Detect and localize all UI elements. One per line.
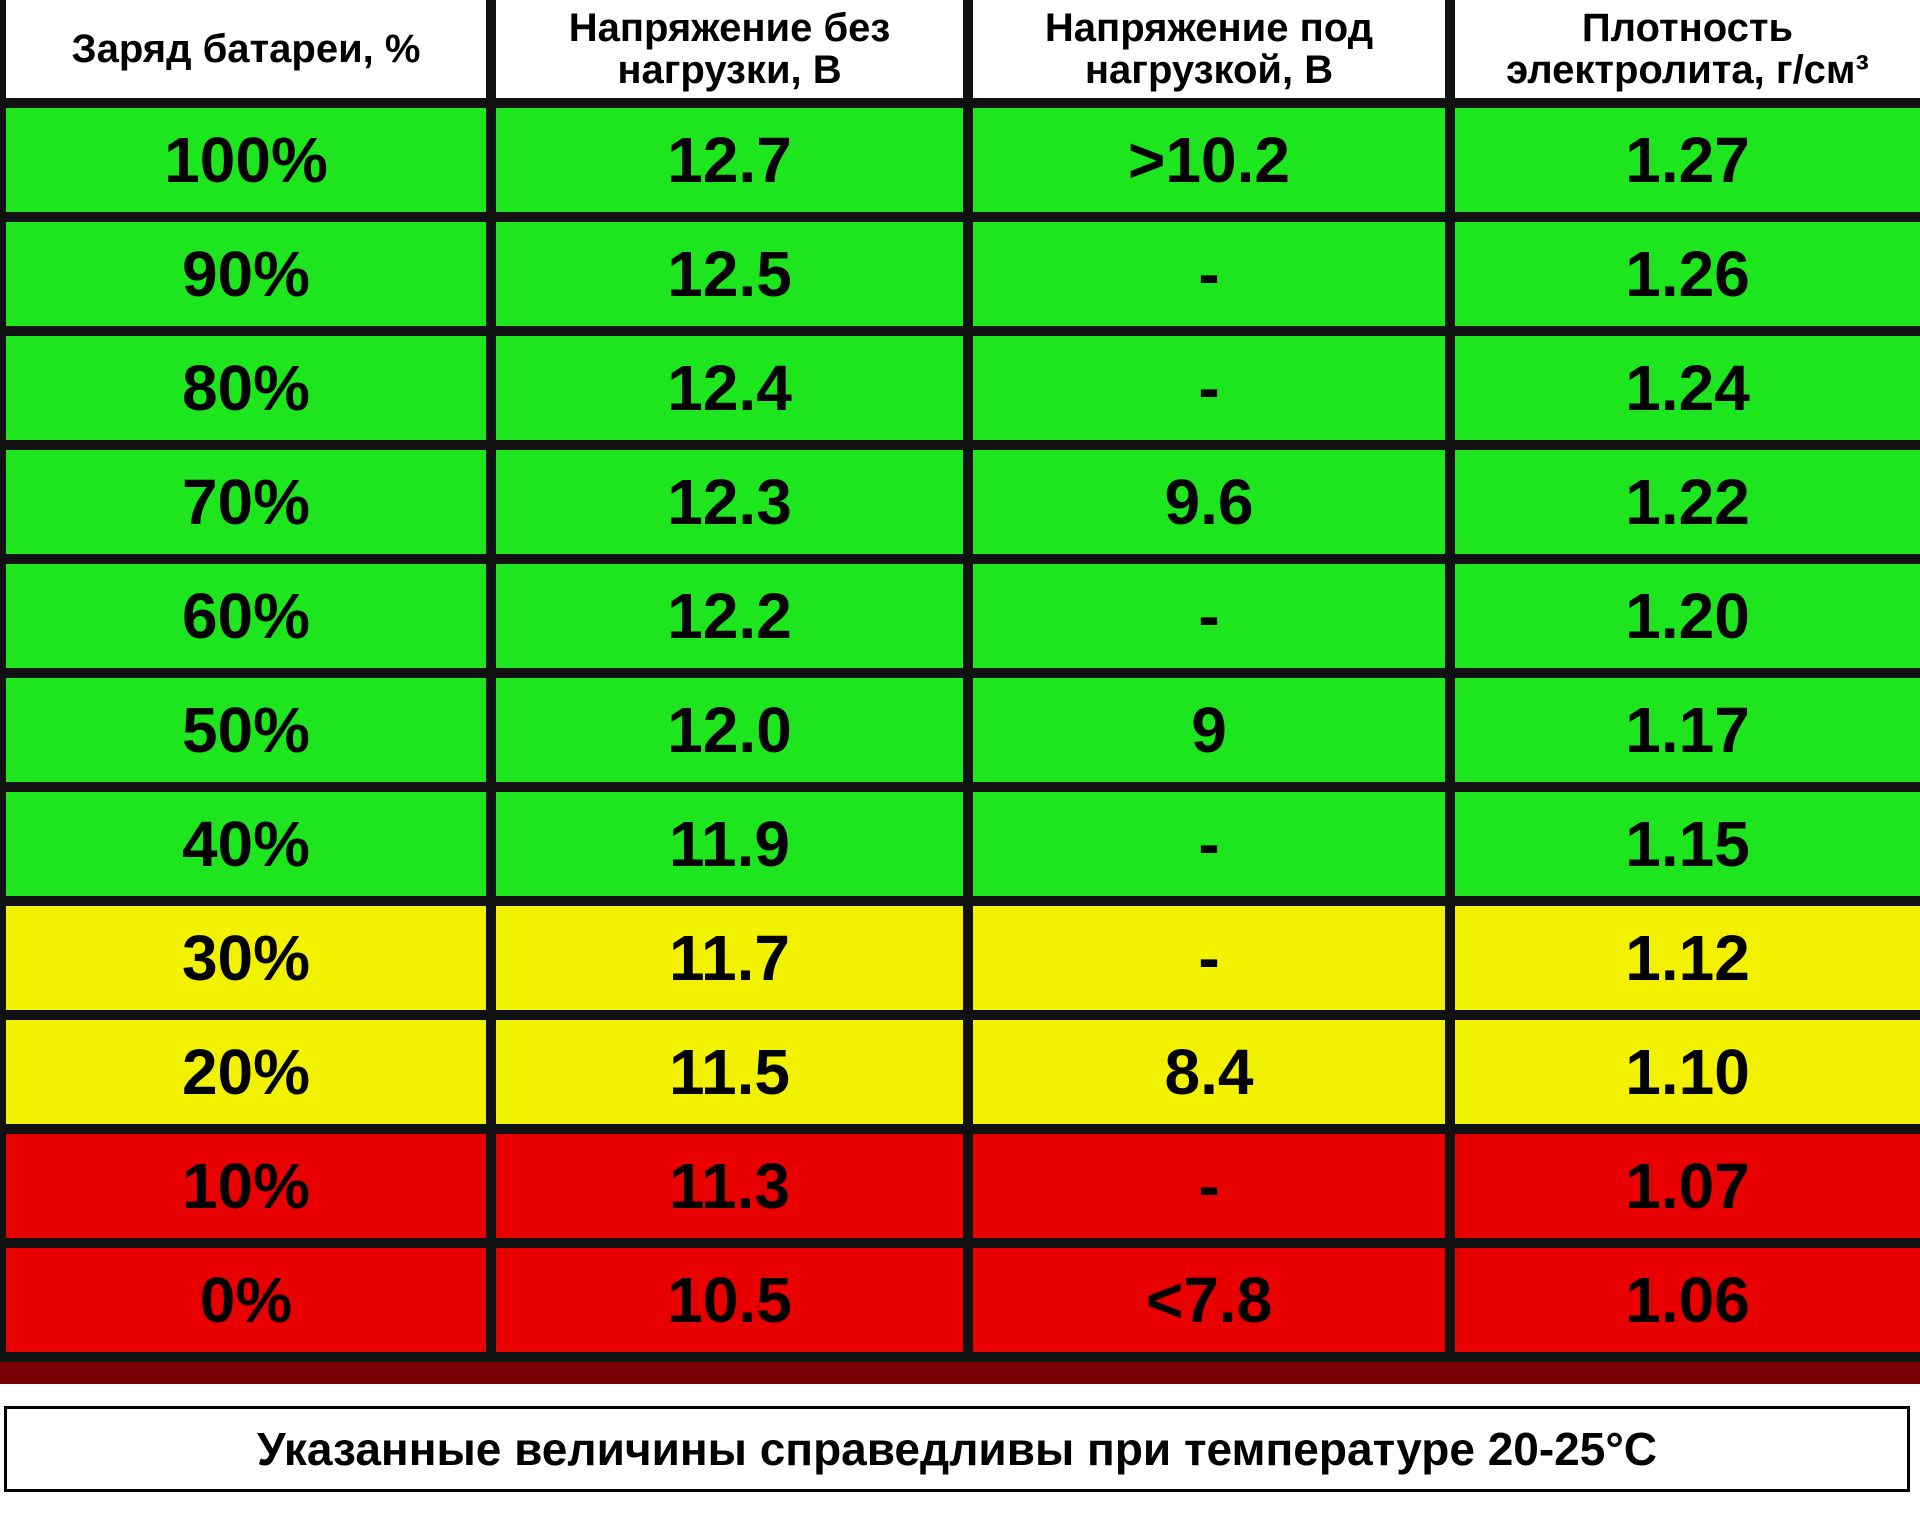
- table-cell: -: [973, 906, 1445, 1010]
- table-cell: -: [973, 792, 1445, 896]
- table-cell: 1.12: [1455, 906, 1920, 1010]
- table-cell: 11.3: [496, 1134, 963, 1238]
- table-cell: 10%: [6, 1134, 486, 1238]
- table-cell: 0%: [6, 1248, 486, 1352]
- table-cell: 9.6: [973, 450, 1445, 554]
- table-cell: -: [973, 564, 1445, 668]
- table-cell: 80%: [6, 336, 486, 440]
- table-cell: 1.20: [1455, 564, 1920, 668]
- table-cell: 1.10: [1455, 1020, 1920, 1124]
- table-cell: 12.0: [496, 678, 963, 782]
- table-cell: 1.27: [1455, 108, 1920, 212]
- table-cell: 9: [973, 678, 1445, 782]
- table-cell: 12.4: [496, 336, 963, 440]
- table-cell: 8.4: [973, 1020, 1445, 1124]
- table-bottom-band: [0, 1362, 1920, 1384]
- table-cell: 30%: [6, 906, 486, 1010]
- table-cell: 1.26: [1455, 222, 1920, 326]
- table-cell: 12.2: [496, 564, 963, 668]
- table-cell: 12.3: [496, 450, 963, 554]
- table-cell: 12.5: [496, 222, 963, 326]
- table-cell: 100%: [6, 108, 486, 212]
- table-cell: 20%: [6, 1020, 486, 1124]
- table-cell: 11.5: [496, 1020, 963, 1124]
- table-cell: 1.22: [1455, 450, 1920, 554]
- table-cell: 11.7: [496, 906, 963, 1010]
- table-cell: 12.7: [496, 108, 963, 212]
- header-cell: Плотность электролита, г/см³: [1455, 0, 1920, 98]
- table-cell: 90%: [6, 222, 486, 326]
- header-cell: Заряд батареи, %: [6, 0, 486, 98]
- table-cell: 70%: [6, 450, 486, 554]
- header-cell: Напряжение без нагрузки, В: [496, 0, 963, 98]
- table-cell: 50%: [6, 678, 486, 782]
- table-cell: 1.24: [1455, 336, 1920, 440]
- table-cell: >10.2: [973, 108, 1445, 212]
- table-cell: 10.5: [496, 1248, 963, 1352]
- table-cell: -: [973, 336, 1445, 440]
- table-cell: <7.8: [973, 1248, 1445, 1352]
- table-cell: 1.15: [1455, 792, 1920, 896]
- table-cell: 60%: [6, 564, 486, 668]
- footnote: Указанные величины справедливы при темпе…: [4, 1406, 1910, 1492]
- battery-table: Заряд батареи, % Напряжение без нагрузки,…: [0, 0, 1920, 1384]
- header-cell: Напряжение под нагрузкой, В: [973, 0, 1445, 98]
- table-cell: 1.06: [1455, 1248, 1920, 1352]
- table-cell: -: [973, 222, 1445, 326]
- table-cell: 1.07: [1455, 1134, 1920, 1238]
- table-cell: 40%: [6, 792, 486, 896]
- table-cell: 11.9: [496, 792, 963, 896]
- table-cell: 1.17: [1455, 678, 1920, 782]
- table-cell: -: [973, 1134, 1445, 1238]
